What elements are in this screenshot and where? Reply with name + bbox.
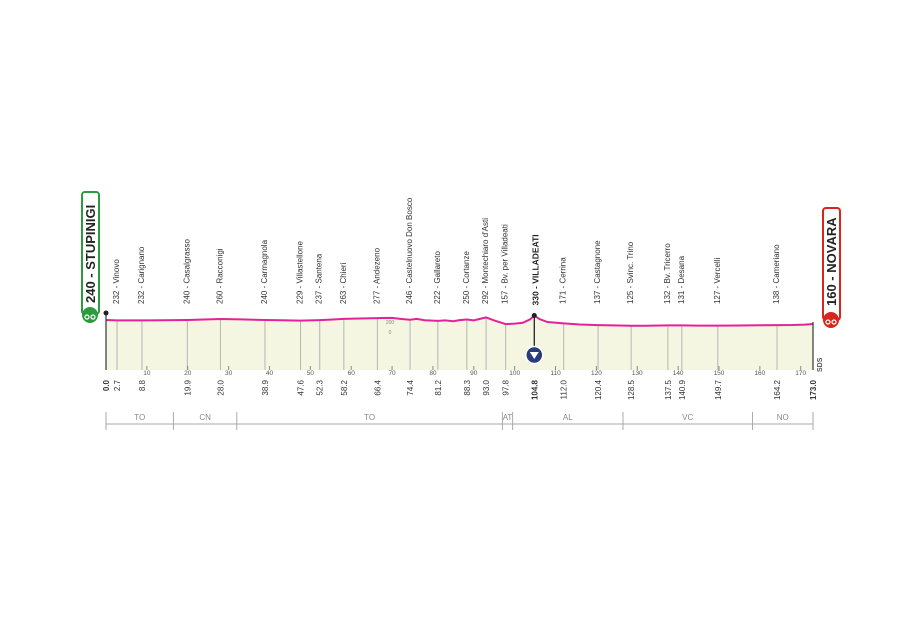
province-label-0: TO (134, 413, 145, 422)
markers: 240 - STUPINIGI 160 - NOVARA SDS 330 - VILL… (81, 191, 841, 372)
waypoint-km-3: 28.0 (216, 379, 225, 395)
province-strip: TO CN TO AT AL VC NO (105, 412, 814, 430)
province-label-6: NO (777, 413, 789, 422)
sprint-triangle-icon (529, 352, 539, 359)
waypoint-label-2: 240 - Casalgrasso (182, 239, 191, 304)
province-label-4: AL (563, 413, 573, 422)
waypoint-label-14: 171 - Cerrina (559, 257, 568, 304)
waypoint-km-13: 97.8 (502, 379, 511, 395)
profile-mask (106, 296, 813, 326)
waypoint-label-6: 237 - Santena (315, 253, 324, 304)
waypoint-label-15: 137 - Castagnone (593, 240, 602, 304)
km-tick-label-20: 20 (184, 370, 192, 377)
km-tick-label-120: 120 (591, 370, 602, 377)
sprint-label: 330 - VILLADEATI (530, 234, 540, 305)
waypoint-label-12: 292 - Montechiaro d'Asti (481, 218, 490, 304)
finish-label: 160 - NOVARA (824, 217, 839, 306)
waypoint-label-0: 232 - Vinovo (112, 259, 121, 304)
waypoint-km-15: 120.4 (594, 379, 603, 400)
waypoint-label-10: 222 - Gallareto (433, 251, 442, 304)
province-label-3: AT (503, 413, 513, 422)
waypoint-label-7: 263 - Chieri (339, 262, 348, 304)
waypoint-km-7: 58.2 (340, 379, 349, 395)
province-label-5: VC (682, 413, 693, 422)
km-tick-label-50: 50 (307, 370, 315, 377)
km-tick-label-90: 90 (470, 370, 478, 377)
km-tick-label-10: 10 (143, 370, 151, 377)
waypoint-label-11: 250 - Cortanze (462, 251, 471, 304)
waypoint-label-17: 132 - Bv. Tricerro (663, 243, 672, 304)
km-tick-label-140: 140 (673, 370, 684, 377)
start-bike-icon (82, 307, 98, 323)
altitude-tick-0: 0 (389, 330, 392, 336)
start-bike-wheel-right (90, 314, 96, 320)
km-tick-label-150: 150 (714, 370, 725, 377)
sprint-dot (531, 313, 537, 318)
waypoint-km-9: 74.4 (406, 379, 415, 395)
waypoint-label-18: 131 - Desana (677, 255, 686, 304)
start-label: 240 - STUPINIGI (83, 205, 98, 303)
waypoint-km-10: 81.2 (434, 379, 443, 395)
waypoint-lines (116, 317, 778, 370)
watermark: SDS (817, 357, 824, 372)
waypoint-km-0: 2.7 (113, 379, 122, 391)
waypoint-km-4: 38.9 (261, 379, 270, 395)
finish-bike-wheel-left (825, 319, 831, 325)
start-km: 0.0 (102, 379, 111, 391)
start-dot (103, 310, 109, 316)
km-labels: 2.7 8.8 19.9 28.0 38.9 47.6 52.3 58.2 66.4 74.4 81… (102, 379, 818, 400)
km-tick-label-110: 110 (550, 370, 561, 377)
finish-bike-icon (823, 312, 839, 328)
waypoint-label-4: 240 - Carmagnola (260, 239, 269, 304)
km-tick-label-70: 70 (388, 370, 396, 377)
km-tick-label-130: 130 (632, 370, 643, 377)
sprint-km: 104.8 (530, 379, 539, 400)
finish-bike-wheel-right (831, 319, 837, 325)
km-tick-label-160: 160 (754, 370, 765, 377)
waypoint-km-20: 164.2 (773, 379, 782, 400)
km-ticks: 10 20 30 40 50 60 70 80 90 100 110 120 130 140 150 160 1… (143, 366, 807, 377)
km-tick-label-80: 80 (429, 370, 437, 377)
waypoint-label-8: 277 - Andezeno (372, 247, 381, 304)
waypoint-km-17: 137.5 (664, 379, 673, 400)
waypoint-km-8: 66.4 (373, 379, 382, 395)
km-tick-label-100: 100 (509, 370, 520, 377)
waypoint-label-19: 127 - Vercelli (713, 258, 722, 304)
waypoint-label-3: 260 - Racconigi (215, 248, 224, 304)
waypoint-km-12: 93.0 (482, 379, 491, 395)
km-tick-label-30: 30 (225, 370, 233, 377)
km-tick-label-170: 170 (795, 370, 806, 377)
waypoint-label-9: 246 - Castelnuovo Don Bosco (405, 197, 414, 304)
profile-line (105, 314, 814, 327)
waypoint-label-13: 157 - Bv. per Villadeati (501, 224, 510, 304)
waypoint-km-1: 8.8 (138, 379, 147, 391)
waypoint-labels: 232 - Vinovo 232 - Carignano 240 - Casalgr… (112, 197, 781, 304)
km-tick-label-60: 60 (348, 370, 356, 377)
waypoint-label-1: 232 - Carignano (137, 246, 146, 304)
waypoint-km-6: 52.3 (316, 379, 325, 395)
start-bike-wheel-left (84, 314, 90, 320)
altitude-tick-200: 200 (386, 320, 395, 326)
km-tick-label-40: 40 (266, 370, 274, 377)
finish-km: 173.0 (809, 379, 818, 400)
waypoint-label-5: 229 - Villastellone (296, 240, 305, 304)
waypoint-km-5: 47.6 (297, 379, 306, 395)
waypoint-km-18: 140.9 (678, 379, 687, 400)
waypoint-km-16: 128.5 (627, 379, 636, 400)
waypoint-label-20: 138 - Cameriano (772, 244, 781, 304)
waypoint-km-2: 19.9 (183, 379, 192, 395)
waypoint-km-11: 88.3 (463, 379, 472, 395)
province-label-2: TO (364, 413, 375, 422)
waypoint-km-19: 149.7 (714, 379, 723, 400)
waypoint-label-16: 125 - Svinc. Trino (626, 241, 635, 304)
province-label-1: CN (199, 413, 211, 422)
waypoint-km-14: 112.0 (560, 379, 569, 399)
